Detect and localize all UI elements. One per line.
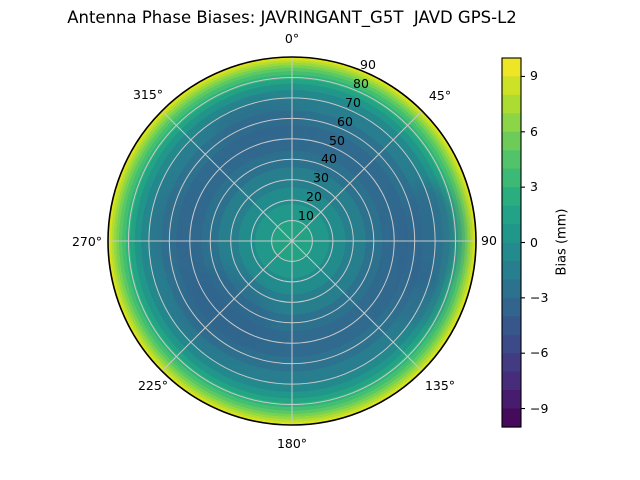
colorbar-band bbox=[502, 390, 521, 410]
colorbar-tick-label: −6 bbox=[530, 344, 549, 360]
colorbar-tick-label: 3 bbox=[530, 178, 538, 194]
colorbar-band bbox=[502, 168, 521, 188]
colorbar-band bbox=[502, 224, 521, 244]
colorbar-tick-label: 0 bbox=[530, 234, 538, 250]
r-tick-label: 50 bbox=[329, 132, 345, 148]
plot-outline bbox=[107, 56, 477, 426]
anomaly-east-lower bbox=[387, 265, 443, 325]
colorbar-tick-label: 6 bbox=[530, 123, 538, 139]
theta-tick-label: 45° bbox=[428, 87, 452, 103]
r-tick-label: 40 bbox=[321, 150, 337, 166]
theta-tick-label: 0° bbox=[284, 30, 300, 46]
theta-tick-label: 270° bbox=[71, 233, 103, 249]
colorbar-band bbox=[502, 297, 521, 317]
colorbar-band bbox=[502, 353, 521, 373]
colorbar-tick-label: −3 bbox=[530, 289, 549, 305]
colorbar-band bbox=[502, 205, 521, 225]
theta-tick-label: 315° bbox=[132, 86, 164, 102]
anomaly-west bbox=[152, 190, 204, 274]
colorbar-band bbox=[502, 279, 521, 299]
colorbar-tick-label: 9 bbox=[530, 68, 538, 84]
r-tick-label: 90 bbox=[360, 56, 376, 72]
anomaly-east bbox=[396, 183, 460, 291]
colorbar-band bbox=[502, 94, 521, 114]
r-tick-label: 10 bbox=[298, 207, 314, 223]
theta-tick-label: 225° bbox=[137, 377, 169, 393]
colorbar-band bbox=[502, 371, 521, 391]
colorbar bbox=[501, 57, 525, 428]
r-tick-label: 30 bbox=[313, 169, 329, 185]
colorbar-band bbox=[502, 131, 521, 151]
colorbar-band bbox=[502, 242, 521, 262]
polar-grid bbox=[108, 57, 476, 425]
colorbar-band bbox=[502, 316, 521, 336]
anomaly-north bbox=[214, 100, 302, 154]
colorbar-band bbox=[502, 334, 521, 354]
r-tick-label: 60 bbox=[337, 113, 353, 129]
colorbar-band bbox=[502, 260, 521, 280]
colorbar-band bbox=[502, 150, 521, 170]
colorbar-band bbox=[502, 408, 521, 428]
r-tick-label: 70 bbox=[345, 94, 361, 110]
colorbar-band bbox=[502, 76, 521, 96]
colorbar-band bbox=[502, 187, 521, 207]
theta-tick-label: 135° bbox=[424, 377, 456, 393]
colorbar-label: Bias (mm) bbox=[554, 208, 570, 276]
theta-tick-label: 90 bbox=[481, 232, 497, 248]
colorbar-band bbox=[502, 58, 521, 78]
theta-tick-label: 180° bbox=[276, 435, 308, 451]
colorbar-tick-label: −9 bbox=[530, 400, 549, 416]
chart-title: Antenna Phase Biases: JAVRINGANT_G5T JAV… bbox=[67, 8, 517, 27]
colorbar-band bbox=[502, 113, 521, 133]
r-tick-label: 80 bbox=[353, 75, 369, 91]
r-tick-label: 20 bbox=[306, 188, 322, 204]
